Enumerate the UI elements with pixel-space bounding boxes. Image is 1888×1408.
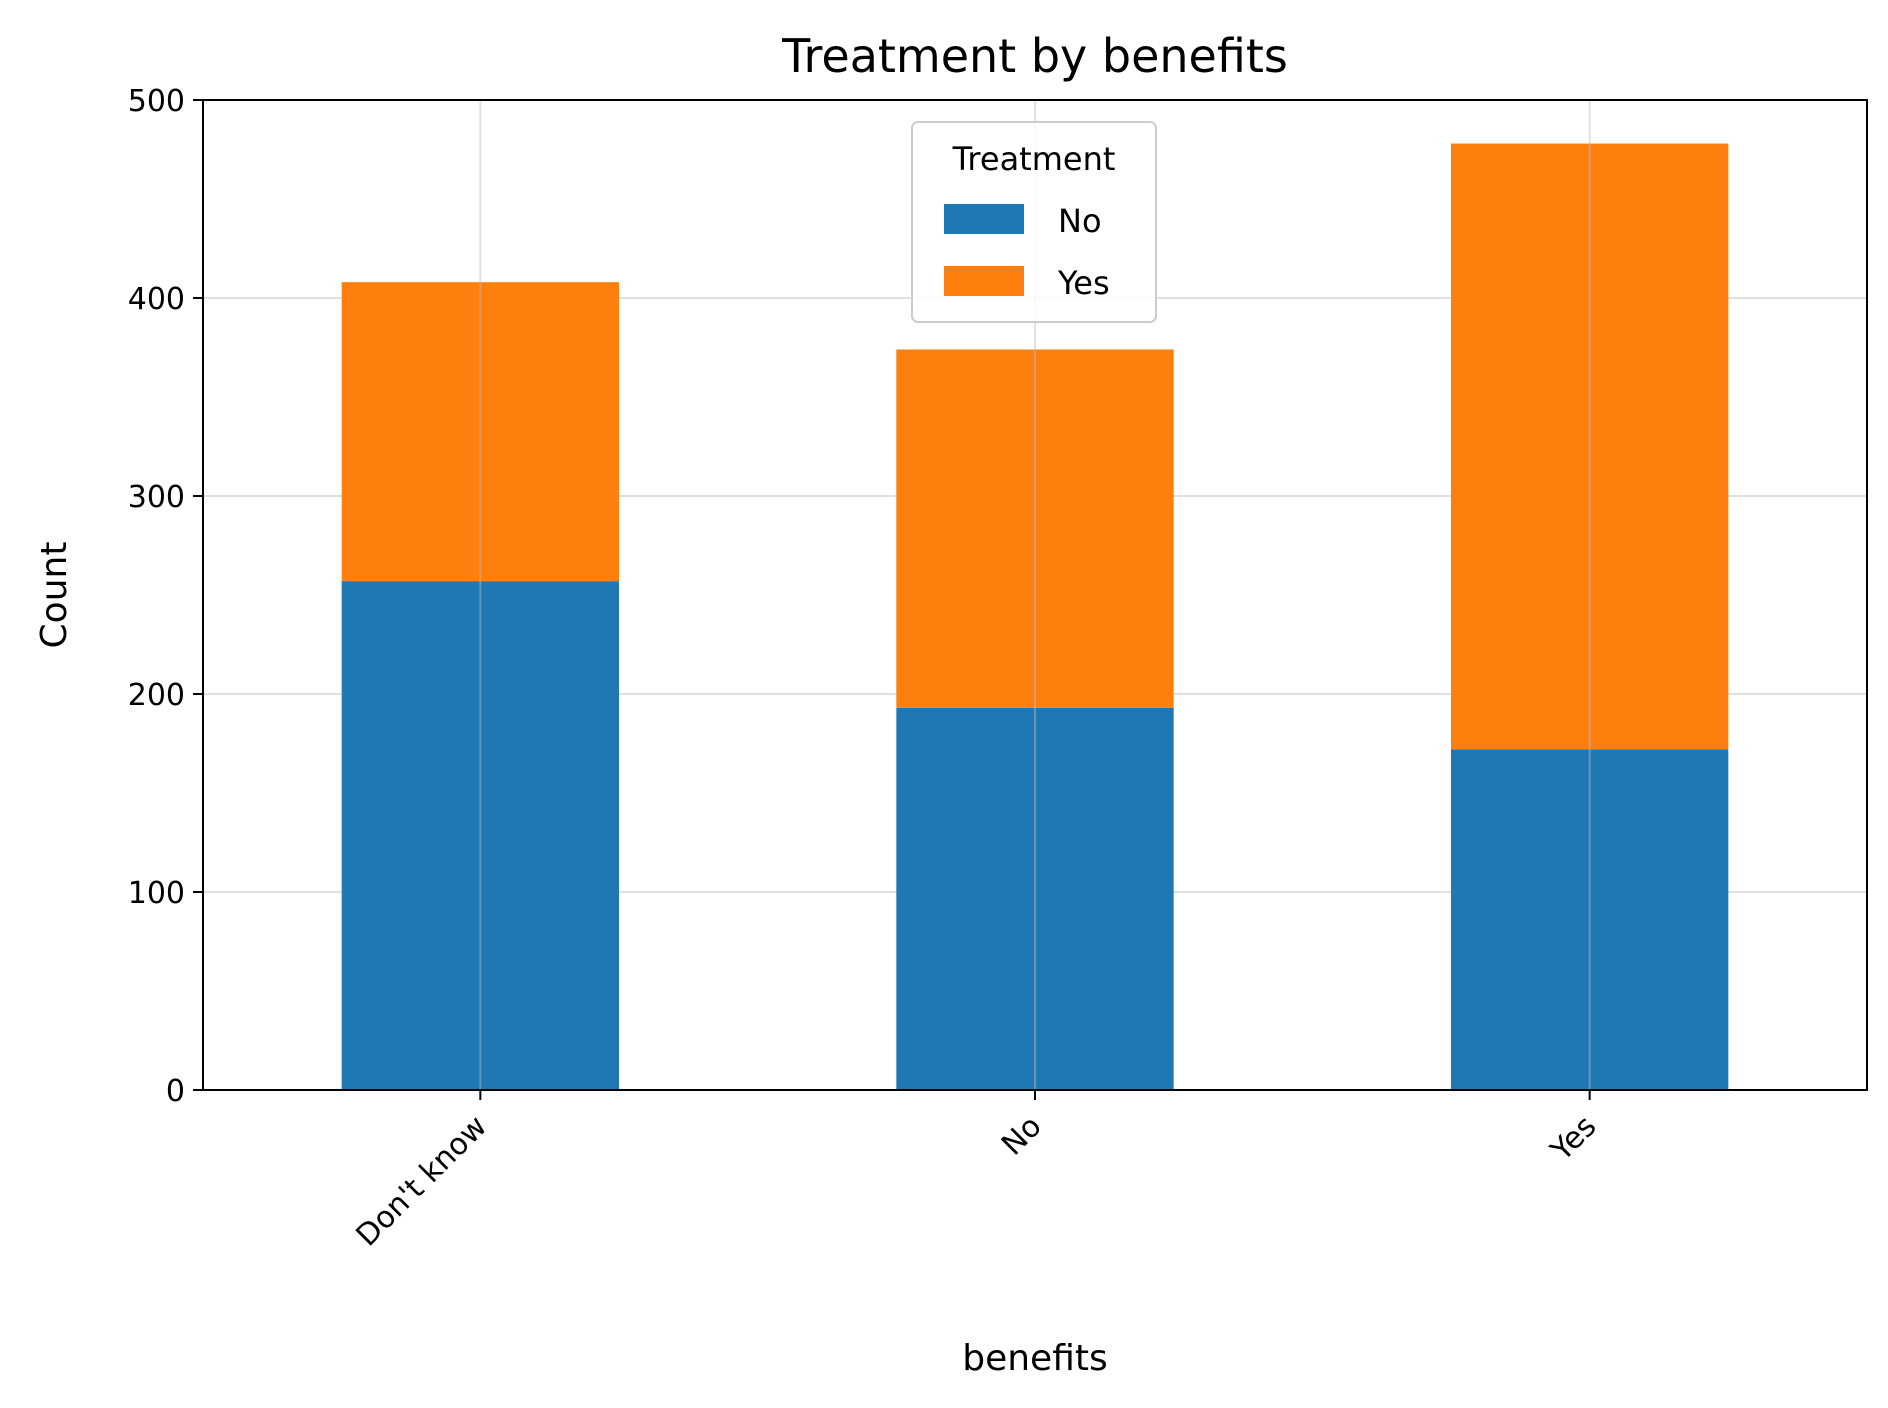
y-tick-label: 0 [166, 1074, 185, 1109]
y-tick-label: 500 [128, 84, 185, 119]
y-axis: 0 100 200 300 400 500 [128, 84, 203, 1109]
legend-swatch-no [944, 204, 1024, 234]
bar-yes-1 [896, 349, 1174, 708]
legend: Treatment No Yes [911, 121, 1157, 323]
bar-no-2 [1451, 749, 1729, 1090]
y-axis-label: Count [34, 542, 75, 649]
legend-title: Treatment [952, 140, 1116, 178]
bar-yes-0 [341, 282, 619, 582]
bar-no-0 [341, 581, 619, 1090]
y-tick-label: 300 [128, 480, 185, 515]
bar-yes-2 [1451, 143, 1729, 750]
x-tick-label: Yes [1544, 1109, 1604, 1169]
y-tick-label: 200 [128, 678, 185, 713]
bars-layer [341, 143, 1729, 1090]
bar-no-1 [896, 707, 1174, 1090]
x-tick-label: Don't know [350, 1109, 494, 1253]
legend-label-no: No [1058, 202, 1102, 240]
x-axis: Don't know No Yes [350, 1090, 1604, 1253]
x-axis-label: benefits [962, 1338, 1108, 1379]
x-tick-label: No [995, 1109, 1049, 1163]
y-tick-label: 400 [128, 282, 185, 317]
legend-swatch-yes [944, 266, 1024, 296]
y-tick-label: 100 [128, 876, 185, 911]
legend-label-yes: Yes [1057, 264, 1110, 302]
chart-title: Treatment by benefits [781, 29, 1288, 83]
